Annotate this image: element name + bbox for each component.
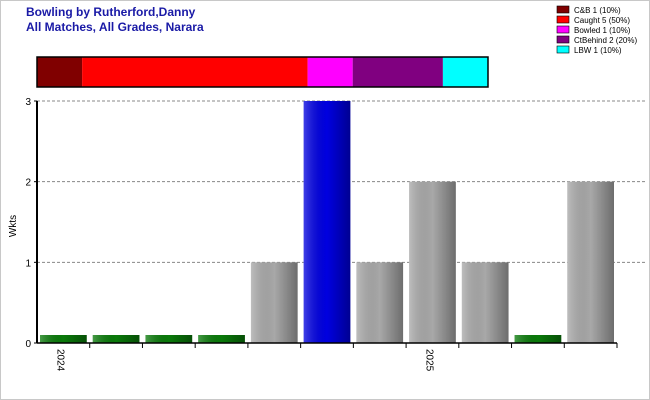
bar-shade: [303, 101, 351, 343]
legend-swatch: [556, 15, 570, 24]
segment: [82, 57, 308, 87]
segment: [442, 57, 488, 87]
bar-shade: [567, 181, 614, 343]
bar-shade: [356, 262, 404, 343]
segment: [352, 57, 443, 87]
legend-label: LBW 1 (10%): [574, 46, 622, 55]
legend-swatch: [556, 5, 570, 14]
y-tick-label: 2: [25, 178, 31, 189]
bar-shade: [40, 335, 87, 343]
bar-shade: [250, 262, 298, 343]
chart-subtitle: All Matches, All Grades, Narara: [26, 20, 204, 34]
chart-title: Bowling by Rutherford,Danny: [26, 5, 196, 19]
legend-label: CtBehind 2 (20%): [574, 36, 637, 45]
segment-frame: [36, 56, 489, 88]
legend-swatch: [556, 35, 570, 44]
bar-shade: [92, 335, 140, 343]
bar-shade: [198, 335, 245, 343]
bar-shade: [514, 335, 562, 343]
legend-label: C&B 1 (10%): [574, 6, 621, 15]
segment: [37, 57, 83, 87]
segment: [307, 57, 353, 87]
x-tick-label: 2025: [423, 349, 434, 372]
y-axis-label: Wkts: [8, 215, 19, 237]
bar-shade: [461, 262, 509, 343]
y-tick-label: 0: [25, 339, 31, 350]
legend-label: Caught 5 (50%): [574, 16, 630, 25]
bar-shade: [409, 181, 456, 343]
x-tick-label: 2024: [54, 349, 65, 372]
bar-shade: [145, 335, 193, 343]
legend-swatch: [556, 25, 570, 34]
legend-swatch: [556, 45, 570, 54]
legend-label: Bowled 1 (10%): [574, 26, 631, 35]
y-tick-label: 3: [25, 97, 31, 108]
y-tick-label: 1: [25, 258, 31, 269]
